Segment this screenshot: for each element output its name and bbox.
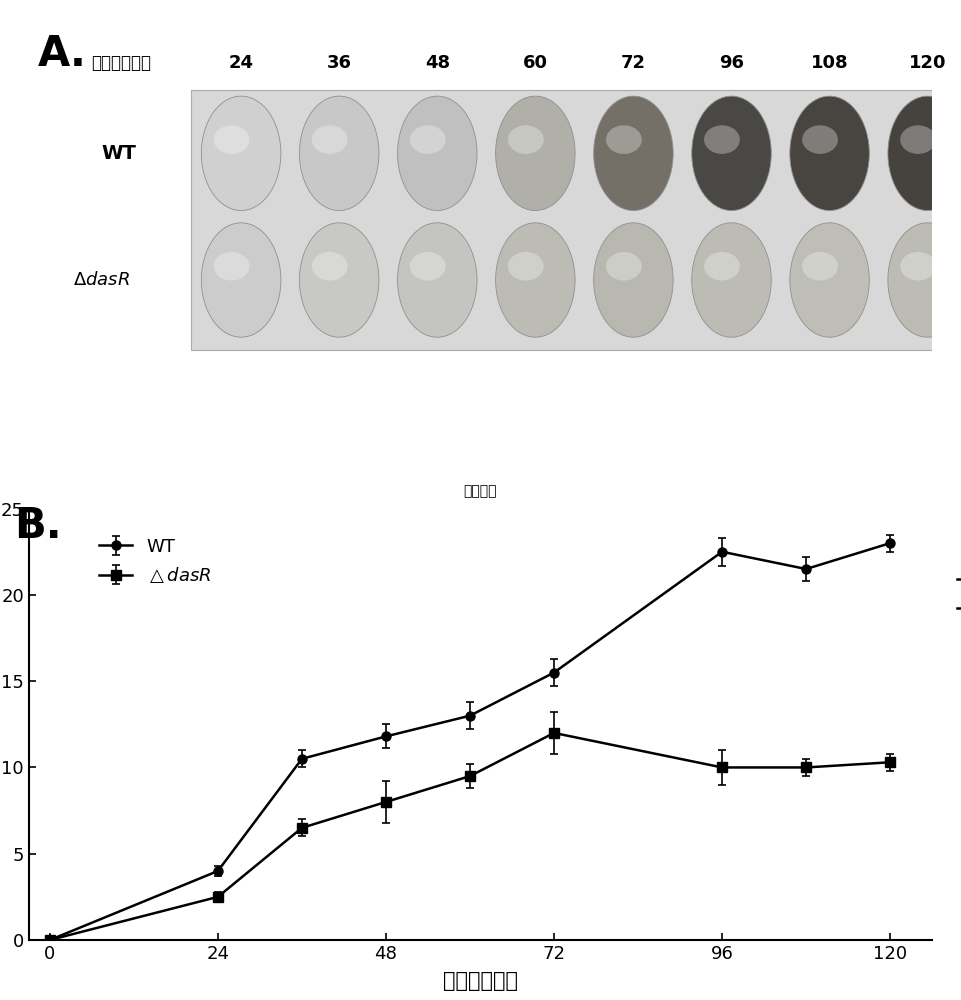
Ellipse shape: [704, 125, 740, 154]
Ellipse shape: [606, 125, 642, 154]
Text: B.: B.: [14, 505, 62, 547]
Text: $\Delta$$\it{dasR}$: $\Delta$$\it{dasR}$: [73, 271, 130, 289]
Ellipse shape: [888, 96, 961, 211]
Text: 24: 24: [229, 54, 254, 72]
Bar: [191, 90, 961, 350]
Text: 60: 60: [523, 54, 548, 72]
Ellipse shape: [496, 96, 575, 211]
Ellipse shape: [802, 252, 838, 281]
Ellipse shape: [311, 125, 348, 154]
Ellipse shape: [888, 223, 961, 337]
Text: 36: 36: [327, 54, 352, 72]
Ellipse shape: [790, 96, 870, 211]
Ellipse shape: [213, 125, 250, 154]
Ellipse shape: [409, 252, 446, 281]
Ellipse shape: [692, 223, 772, 337]
Ellipse shape: [213, 252, 250, 281]
Ellipse shape: [900, 125, 936, 154]
Ellipse shape: [704, 252, 740, 281]
Ellipse shape: [409, 125, 446, 154]
Ellipse shape: [300, 223, 379, 337]
Ellipse shape: [790, 223, 870, 337]
Ellipse shape: [496, 223, 575, 337]
X-axis label: 时间（小时）: 时间（小时）: [443, 971, 518, 991]
Ellipse shape: [594, 223, 673, 337]
Ellipse shape: [606, 252, 642, 281]
Ellipse shape: [900, 252, 936, 281]
Text: 96: 96: [719, 54, 744, 72]
Ellipse shape: [802, 125, 838, 154]
Legend: WT, $\triangle$ $\it{dasR}$: WT, $\triangle$ $\it{dasR}$: [950, 564, 961, 626]
Ellipse shape: [508, 252, 544, 281]
Ellipse shape: [300, 96, 379, 211]
Title: 色素合成: 色素合成: [464, 484, 497, 498]
Text: 72: 72: [621, 54, 646, 72]
Ellipse shape: [202, 96, 281, 211]
Ellipse shape: [311, 252, 348, 281]
Ellipse shape: [692, 96, 772, 211]
Ellipse shape: [508, 125, 544, 154]
Ellipse shape: [398, 223, 477, 337]
Ellipse shape: [202, 223, 281, 337]
Text: 108: 108: [811, 54, 849, 72]
Text: 48: 48: [425, 54, 450, 72]
Text: 时间（小时）: 时间（小时）: [90, 54, 151, 72]
Ellipse shape: [398, 96, 477, 211]
Text: WT: WT: [102, 144, 136, 163]
Text: 120: 120: [909, 54, 947, 72]
Ellipse shape: [594, 96, 673, 211]
Text: A.: A.: [37, 33, 86, 75]
